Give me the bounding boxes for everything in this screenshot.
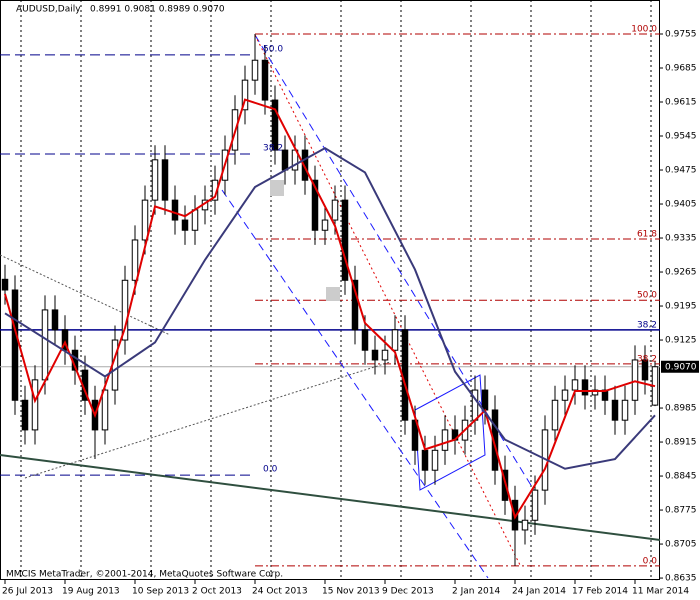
candle-body [371,349,379,361]
fib-label: 0.0 [643,556,658,566]
y-tick-label: 0.9265 [665,268,697,278]
x-tick-label: 10 Sep 2013 [132,587,189,597]
highlight [326,287,340,301]
x-tick-label: 11 Mar 2014 [632,587,689,597]
y-tick-label: 0.9545 [665,132,697,142]
candle-body [331,199,339,221]
moving-average [4,147,656,470]
y-tick-label: 0.8915 [665,438,697,448]
candle-body [251,59,259,81]
x-tick-label: 24 Oct 2013 [252,587,308,597]
marks [1,34,659,566]
candle-body [181,219,189,231]
highlight [270,180,284,196]
candle-body [141,199,149,241]
copyright: MMCIS MetaTrader, ©2001-2014, MetaQuotes… [6,570,283,580]
fib-label: 50.0 [637,291,657,301]
candle-body [281,149,289,171]
candle-body [41,309,49,381]
fib-label: 50.0 [263,44,283,54]
candle-body [271,99,279,151]
y-tick-label: 0.9195 [665,302,697,312]
y-tick-label: 0.9685 [665,64,697,74]
candle-body [301,149,309,181]
candle-body [1,278,9,291]
candle-body [581,379,589,396]
candle-body [621,399,629,421]
x-tick-label: 9 Dec 2013 [382,587,434,597]
candle-body [131,239,139,281]
candle-body [631,359,639,401]
channel-line [221,189,489,579]
x-tick-label: 2 Oct 2013 [192,587,242,597]
y-tick-label: 0.9475 [665,166,697,176]
fib-label: 100.0 [631,25,657,35]
moving-average [4,98,656,520]
x-tick-label: 17 Feb 2014 [572,587,628,597]
candle-body [101,389,109,431]
x-tick-label: 19 Aug 2013 [62,587,120,597]
channel-box [414,374,486,491]
candle-body [21,399,29,431]
trend-line [0,254,171,336]
candle-body [491,409,499,471]
candle-body [381,349,389,361]
x-tick-label: 24 Jan 2014 [512,587,566,597]
y-tick-label: 0.8705 [665,540,697,550]
candle-body [51,309,59,331]
trend-line [0,454,661,541]
candle-body [161,159,169,201]
candle-body [261,59,269,101]
candle-body [431,449,439,471]
candle-body [31,379,39,431]
x-tick-label: 2 Jan 2014 [452,587,500,597]
last-price-label: 0.9070 [665,362,697,372]
candle-body [571,379,579,391]
candle-body [391,329,399,351]
candle-body [151,159,159,201]
y-tick-label: 0.9335 [665,234,697,244]
trend-lines [0,34,661,579]
candle-body [611,399,619,421]
fib-label: 0.0 [263,465,278,475]
candle-body [441,429,449,451]
candle-body [321,219,329,231]
y-tick-label: 0.9125 [665,336,697,346]
candle-body [311,179,319,231]
y-tick-label: 0.9405 [665,200,697,210]
candle-body [641,359,649,381]
candle-body [361,329,369,351]
fib-label: 38.2 [637,354,657,364]
candle-body [171,199,179,221]
fib-label: 61.8 [637,229,657,239]
grid [0,0,660,580]
y-tick-label: 0.8845 [665,472,697,482]
y-tick-label: 0.8635 [665,574,697,584]
candle-body [561,389,569,401]
candle-body [421,449,429,471]
candle-body [521,519,529,531]
candle-body [551,399,559,431]
last-price-box [661,360,699,373]
candle-body [351,279,359,331]
candle-body [531,489,539,521]
fib-trend-line [254,34,521,566]
chart-title: AUDUSD,Daily [16,5,81,15]
y-tick-label: 0.8985 [665,404,697,414]
fib-label: 38.2 [263,143,283,153]
candle-body [11,289,19,401]
level-label: 38.2 [637,320,657,330]
candle-body [241,79,249,111]
y-tick-label: 0.9615 [665,98,697,108]
candle-body [121,279,129,341]
x-tick-label: 15 Nov 2013 [322,587,380,597]
candle-body [191,209,199,231]
y-tick-label: 0.8775 [665,506,697,516]
y-tick-label: 0.9755 [665,30,697,40]
candle-body [481,389,489,411]
candle-body [341,199,349,281]
x-tick-label: 26 Jul 2013 [2,587,53,597]
ohlc-values: 0.8991 0.9081 0.8989 0.9070 [90,5,225,15]
